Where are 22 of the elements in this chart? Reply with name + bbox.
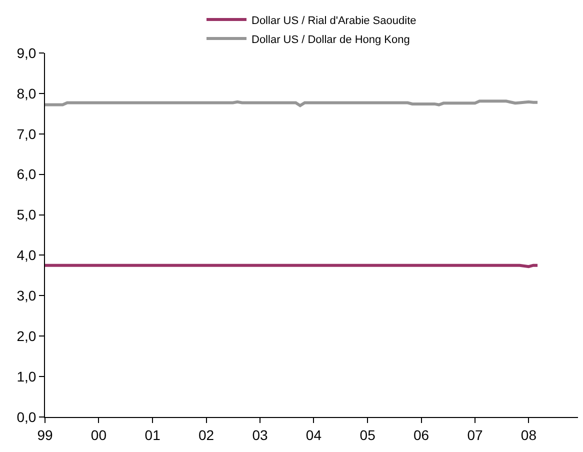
y-tick-label: 0,0 (16, 408, 36, 425)
y-tick-label: 7,0 (16, 126, 36, 142)
y-tick-label: 9,0 (16, 44, 36, 61)
y-tick-label: 3,0 (16, 288, 36, 304)
x-tick-label: 07 (467, 426, 483, 443)
x-tick-label: 01 (144, 426, 161, 443)
x-tick-label: 00 (90, 426, 107, 443)
y-tick-label: 8,0 (16, 85, 36, 102)
x-tick-label: 03 (252, 426, 268, 443)
x-tick-label: 05 (360, 426, 376, 443)
y-tick-label: 4,0 (16, 247, 36, 264)
x-tick-label: 04 (306, 426, 322, 443)
y-tick-label: 6,0 (16, 166, 36, 182)
x-tick-label: 99 (37, 426, 53, 443)
x-tick-label: 08 (520, 426, 537, 443)
y-tick-label: 1,0 (16, 368, 36, 384)
legend-label: Dollar US / Dollar de Hong Kong (252, 34, 410, 46)
y-tick-label: 5,0 (16, 206, 36, 223)
x-tick-label: 02 (198, 426, 214, 443)
legend-label: Dollar US / Rial d'Arabie Saoudite (252, 14, 416, 27)
x-tick-label: 06 (413, 426, 430, 443)
y-tick-label: 2,0 (16, 328, 36, 344)
